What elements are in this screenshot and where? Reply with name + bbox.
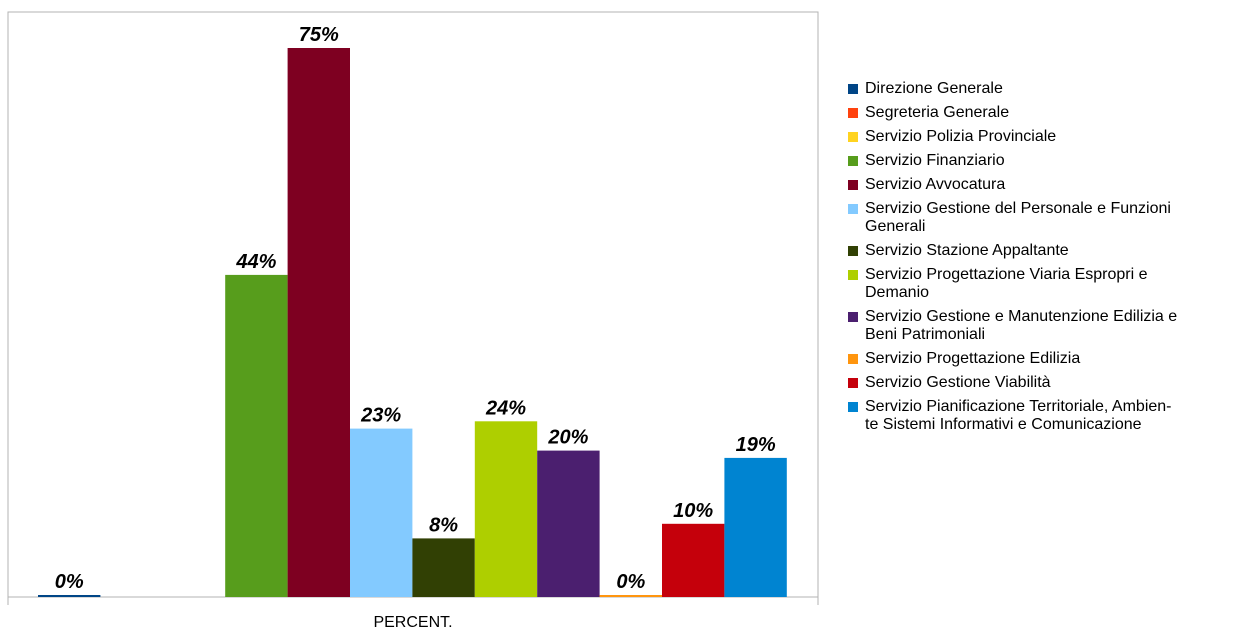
legend-label: Servizio Avvocatura xyxy=(865,176,1006,193)
data-label-10: 0% xyxy=(616,571,645,593)
legend-swatch xyxy=(848,270,858,280)
legend-swatch xyxy=(848,204,858,214)
legend-swatch xyxy=(848,132,858,142)
legend-swatch xyxy=(848,180,858,190)
x-category-label: PERCENT. xyxy=(373,614,452,631)
bar-12 xyxy=(724,457,787,597)
legend-swatch xyxy=(848,156,858,166)
bar-6 xyxy=(350,428,413,597)
legend-swatch xyxy=(848,354,858,364)
plot-border xyxy=(7,11,819,597)
legend-item: Servizio Gestione del Personale e Funzio… xyxy=(848,200,1248,236)
legend-item: Segreteria Generale xyxy=(848,104,1248,122)
data-label-12: 19% xyxy=(736,434,776,456)
legend-label: Servizio Polizia Provinciale xyxy=(865,128,1057,145)
legend-item: Servizio Finanziario xyxy=(848,152,1248,170)
legend-swatch xyxy=(848,378,858,388)
bar-11 xyxy=(662,523,725,597)
legend-swatch xyxy=(848,402,858,412)
legend-label: Servizio Gestione del Personale e Funzio… xyxy=(865,200,1171,235)
data-label-11: 10% xyxy=(673,500,713,522)
legend-item: Servizio Gestione Viabilità xyxy=(848,374,1248,392)
legend-label: Servizio Gestione e Manutenzione Edilizi… xyxy=(865,308,1178,343)
bar-1 xyxy=(38,595,101,597)
legend-item: Servizio Stazione Appaltante xyxy=(848,242,1248,260)
legend-swatch xyxy=(848,246,858,256)
legend-label: Segreteria Generale xyxy=(865,104,1010,121)
data-label-5: 75% xyxy=(299,24,339,46)
legend-label: Servizio Gestione Viabilità xyxy=(865,374,1051,391)
bar-8 xyxy=(474,421,538,597)
data-label-9: 20% xyxy=(547,427,588,449)
bar-5 xyxy=(287,48,350,597)
legend-label: Servizio Pianificazione Territoriale, Am… xyxy=(865,398,1172,433)
bar-7 xyxy=(412,538,475,597)
legend-label: Servizio Progettazione Edilizia xyxy=(865,350,1081,367)
legend-item: Servizio Progettazione Viaria Espropri e… xyxy=(848,266,1248,302)
data-label-6: 23% xyxy=(360,405,401,427)
x-axis: PERCENT. xyxy=(373,614,452,631)
legend-item: Direzione Generale xyxy=(848,80,1248,98)
bar-group xyxy=(38,48,787,597)
legend-swatch xyxy=(848,84,858,94)
legend-label: Servizio Stazione Appaltante xyxy=(865,242,1069,259)
legend-swatch xyxy=(848,108,858,118)
legend-item: Servizio Progettazione Edilizia xyxy=(848,350,1248,368)
legend-label: Servizio Finanziario xyxy=(865,152,1005,169)
legend-item: Servizio Gestione e Manutenzione Edilizi… xyxy=(848,308,1248,344)
legend-item: Servizio Avvocatura xyxy=(848,176,1248,194)
legend-label: Servizio Progettazione Viaria Espropri e… xyxy=(865,266,1148,301)
legend-item: Servizio Pianificazione Territoriale, Am… xyxy=(848,398,1248,434)
data-label-7: 8% xyxy=(429,514,458,536)
data-label-group: 0% 44% 75% 23% 8% 24% 20% 0% 10% 19% xyxy=(55,24,776,593)
data-label-4: 44% xyxy=(235,251,276,273)
legend-swatch xyxy=(848,312,858,322)
data-label-8: 24% xyxy=(485,397,526,419)
bar-10 xyxy=(599,595,662,597)
legend-label: Direzione Generale xyxy=(865,80,1003,97)
bar-9 xyxy=(537,450,600,597)
data-label-1: 0% xyxy=(55,571,84,593)
legend: Direzione Generale Segreteria Generale Ser… xyxy=(848,80,1248,440)
bar-4 xyxy=(225,274,288,597)
legend-item: Servizio Polizia Provinciale xyxy=(848,128,1248,146)
